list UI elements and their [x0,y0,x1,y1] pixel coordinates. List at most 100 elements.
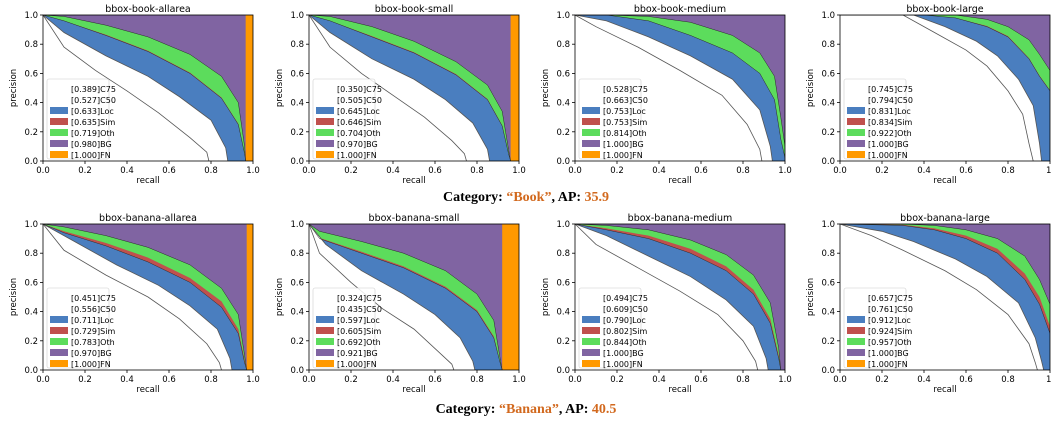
plot-frame [574,14,786,162]
y-tick-label: 0.8 [821,40,835,50]
legend-swatch-fn [582,360,600,367]
legend-swatch-sim [316,327,334,334]
y-tick-label: 0.2 [821,337,835,347]
chart-title: bbox-book-medium [634,4,726,15]
legend-swatch-fn [50,360,68,367]
y-tick-label: 0.2 [556,128,570,138]
legend-swatch-sim [847,327,865,334]
legend-label: [0.646]Sim [337,118,381,127]
x-tick-label: 1.0 [778,375,792,385]
x-tick-label: 0.6 [959,166,973,176]
edge-loc [309,15,511,161]
y-tick-label: 0.2 [24,337,38,347]
x-tick-label: 0.6 [162,166,176,176]
x-axis-label: recall [402,176,425,186]
legend-label: [0.528]C75 [603,85,648,94]
chart-title: bbox-banana-large [900,213,990,224]
x-tick-label: 1.0 [778,166,792,176]
y-tick-label: 1.0 [290,220,304,230]
x-tick-label: 0.0 [833,375,847,385]
y-tick-label: 0.0 [556,366,570,376]
x-tick-label: 0.6 [428,166,442,176]
pr-subplot: 0.0 0.2 0.4 0.6 0.8 1.0 0.0 0.2 0.4 0.6 0.8 1.0 bbox… [9,213,260,395]
legend-swatch-c75 [316,294,334,301]
legend-label: [0.711]Loc [71,316,114,325]
legend-swatch-oth [847,338,865,345]
y-axis-label: precision [275,278,285,316]
x-tick-label: 0.4 [652,375,666,385]
legend-swatch-c50 [582,305,600,312]
legend-label: [1.000]FN [603,360,643,369]
legend-swatch-c50 [847,305,865,312]
legend-swatch-loc [847,107,865,114]
legend-label: [1.000]BG [603,140,644,149]
edge-loc [575,15,785,159]
y-tick-label: 0.6 [556,278,570,288]
y-tick-label: 0.0 [290,157,304,167]
x-tick-label: 1.0 [512,166,526,176]
legend-label: [1.000]FN [71,151,111,160]
legend-label: [0.922]Oth [868,129,912,138]
y-tick-label: 1.0 [556,11,570,21]
x-tick-label: 1.0 [246,375,260,385]
curve-c75 [575,224,759,370]
legend-label: [1.000]BG [868,140,909,149]
y-tick-label: 0.0 [821,157,835,167]
x-tick-label: 0.4 [386,375,400,385]
y-axis-label: precision [541,278,551,316]
category-name: “Book” [506,190,552,205]
legend-label: [0.645]Loc [337,107,380,116]
y-axis-label: precision [275,69,285,107]
legend-swatch-bg [847,140,865,147]
caption-separator: , [551,190,558,205]
legend-swatch-sim [316,118,334,125]
legend-label: [0.814]Oth [603,129,647,138]
legend-swatch-oth [50,129,68,136]
y-tick-label: 0.4 [24,99,38,109]
y-tick-label: 0.6 [24,278,38,288]
legend-swatch-loc [50,316,68,323]
chart-title: bbox-banana-small [369,213,460,224]
legend-label: [0.663]C50 [603,96,648,105]
y-tick-label: 0.2 [821,128,835,138]
legend-label: [0.970]BG [71,349,112,358]
y-tick-label: 1.0 [821,11,835,21]
x-tick-label: 0.4 [917,375,931,385]
legend-swatch-bg [847,349,865,356]
edge-loc [575,224,782,370]
pr-subplot: 0.0 0.2 0.4 0.6 0.8 1.0 0.0 0.2 0.4 0.6 0.8 1.0 bbox… [275,213,526,395]
ap-label: AP: [565,402,592,417]
legend-label: [0.921]BG [337,349,378,358]
legend-label: [0.451]C75 [71,294,116,303]
chart-title: bbox-book-large [906,4,983,15]
edge-oth [575,15,785,147]
x-tick-label: 0.4 [120,375,134,385]
legend-label: [0.609]C50 [603,305,648,314]
x-tick-label: 0.8 [1001,166,1015,176]
x-tick-label: 1.0 [246,166,260,176]
y-tick-label: 0.8 [556,40,570,50]
x-tick-label: 0.2 [610,166,624,176]
ap-value: 40.5 [591,402,617,417]
legend-label: [1.000]BG [868,349,909,358]
curve-c50 [840,224,1045,370]
legend-swatch-c50 [847,96,865,103]
legend-label: [0.790]Loc [603,316,646,325]
legend-swatch-bg [316,349,334,356]
legend-label: [0.719]Oth [71,129,115,138]
legend-swatch-c50 [316,305,334,312]
x-tick-label: 0.8 [470,375,484,385]
curve-c50 [43,15,229,161]
chart-title: bbox-book-small [375,4,454,15]
y-tick-label: 0.6 [556,69,570,79]
y-axis-label: precision [9,69,19,107]
y-tick-label: 0.0 [290,366,304,376]
legend-swatch-oth [582,129,600,136]
x-tick-label: 0.2 [875,375,889,385]
chart-title: bbox-banana-medium [628,213,733,224]
legend-label: [0.912]Loc [868,316,911,325]
legend-swatch-sim [847,118,865,125]
legend-label: [0.924]Sim [868,327,912,336]
x-axis-label: recall [933,176,956,186]
category-name: “Banana” [498,402,559,417]
